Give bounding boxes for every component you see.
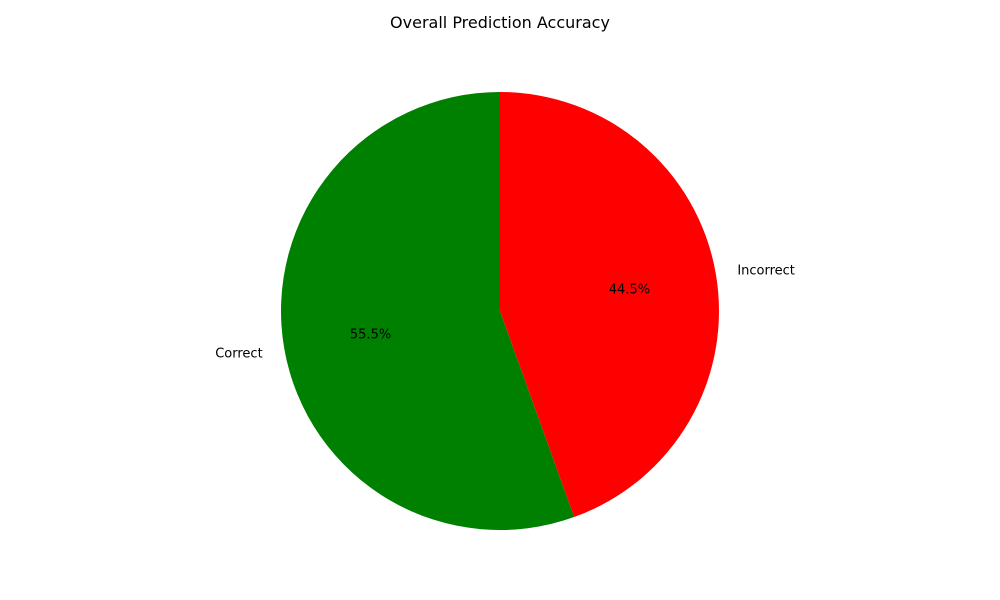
pie-slice-correct	[280, 92, 575, 531]
slice-percent-incorrect: 44.5%	[609, 282, 650, 297]
pie-labels: Correct 55.5% Incorrect 44.5%	[215, 264, 795, 362]
chart-title: Overall Prediction Accuracy	[390, 13, 610, 32]
slice-label-correct: Correct	[215, 346, 262, 361]
pie-slices	[280, 92, 719, 531]
pie-slice-incorrect	[500, 92, 719, 518]
slice-label-incorrect: Incorrect	[737, 264, 795, 279]
slice-percent-correct: 55.5%	[350, 328, 391, 343]
